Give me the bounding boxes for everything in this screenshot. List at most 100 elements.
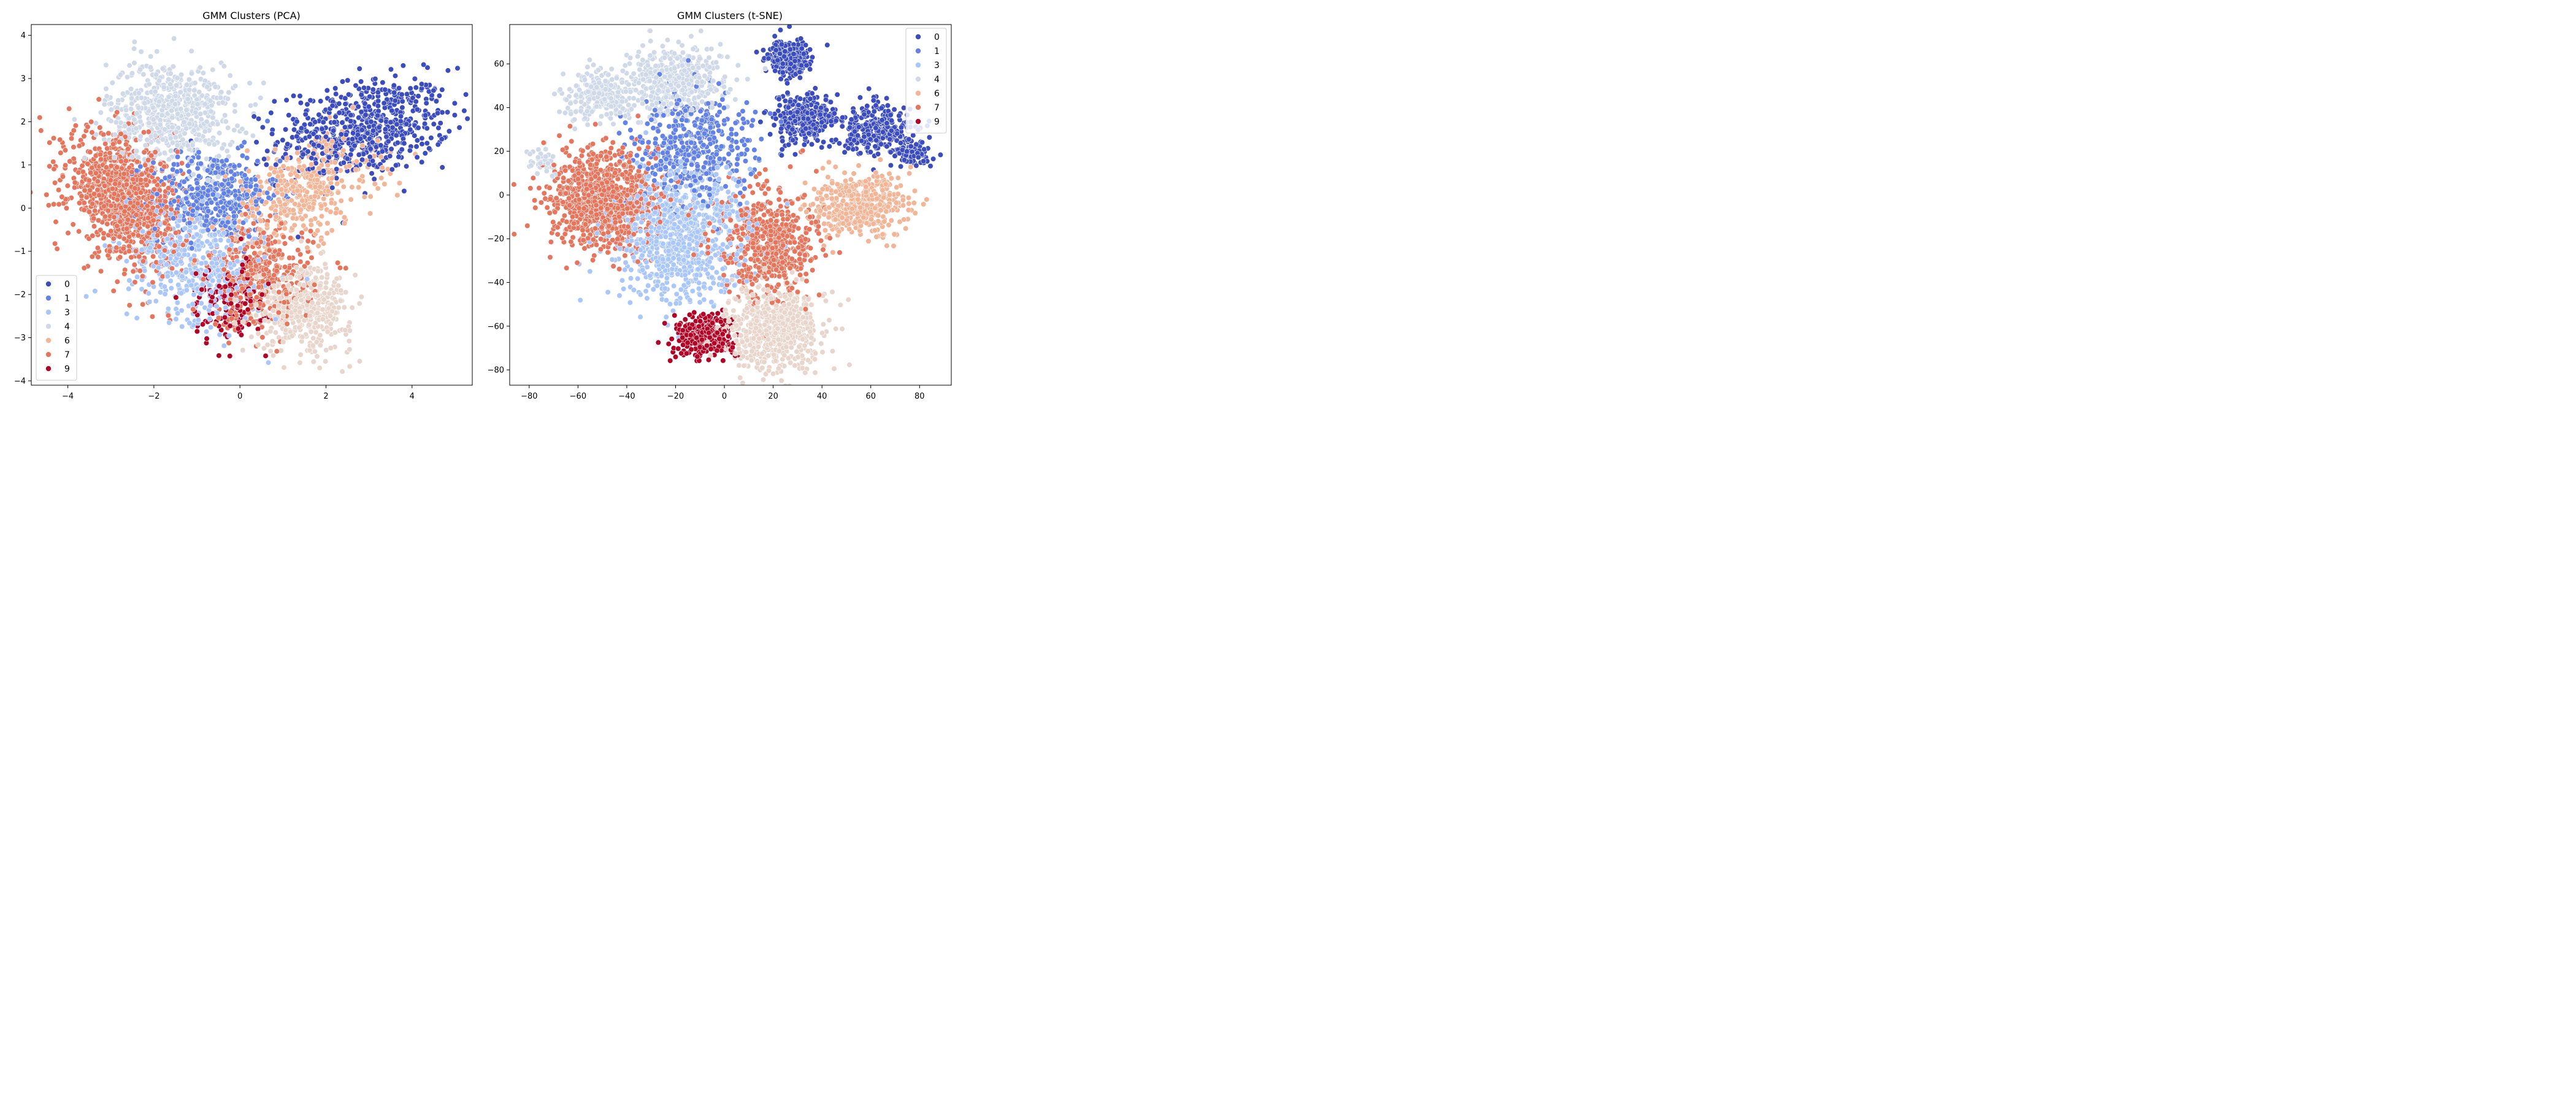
scatter-point (462, 91, 469, 98)
scatter-point (72, 123, 79, 129)
scatter-point (355, 184, 362, 191)
scatter-point (210, 120, 216, 126)
scatter-point (246, 168, 252, 174)
scatter-point (158, 259, 164, 265)
scatter-point (270, 288, 277, 295)
scatter-point (138, 177, 144, 183)
scatter-point (134, 159, 140, 165)
scatter-point (203, 268, 210, 274)
scatter-point (316, 112, 322, 118)
scatter-point (215, 315, 221, 321)
scatter-point (251, 250, 258, 256)
scatter-point (263, 266, 269, 272)
scatter-point (135, 232, 141, 239)
scatter-point (394, 121, 400, 128)
scatter-point (340, 147, 347, 153)
scatter-point (71, 128, 77, 134)
scatter-point (134, 274, 140, 280)
scatter-point (185, 163, 191, 169)
scatter-point (296, 324, 302, 331)
scatter-point (277, 199, 283, 205)
scatter-point (329, 102, 335, 109)
scatter-point (314, 134, 320, 140)
scatter-point (188, 240, 194, 246)
scatter-point (203, 218, 209, 224)
scatter-point (211, 141, 218, 147)
scatter-point (145, 129, 151, 135)
scatter-point (349, 184, 355, 190)
scatter-point (240, 220, 247, 226)
pca-points (31, 36, 470, 375)
scatter-point (275, 310, 282, 316)
scatter-point (146, 230, 152, 236)
scatter-point (98, 268, 104, 274)
scatter-point (223, 157, 229, 163)
scatter-point (165, 225, 171, 232)
scatter-point (196, 132, 202, 138)
scatter-point (435, 125, 442, 131)
scatter-point (329, 138, 335, 145)
scatter-point (239, 126, 245, 132)
scatter-point (314, 310, 321, 316)
scatter-point (220, 170, 226, 176)
scatter-point (98, 109, 104, 116)
scatter-point (297, 100, 304, 106)
scatter-point (239, 285, 245, 292)
scatter-point (407, 126, 413, 132)
scatter-point (285, 166, 291, 172)
scatter-point (170, 140, 176, 146)
scatter-point (105, 208, 111, 214)
scatter-point (216, 153, 222, 159)
scatter-point (111, 214, 117, 220)
scatter-point (227, 323, 233, 329)
scatter-point (31, 190, 34, 196)
scatter-point (323, 285, 329, 291)
scatter-point (420, 61, 427, 67)
scatter-point (130, 268, 136, 275)
scatter-point (165, 305, 172, 312)
scatter-point (394, 192, 401, 198)
scatter-point (739, 125, 745, 131)
scatter-point (266, 359, 272, 366)
scatter-point (404, 121, 410, 127)
scatter-point (243, 204, 250, 210)
scatter-point (232, 297, 239, 304)
scatter-point (175, 111, 181, 117)
scatter-point (189, 245, 195, 251)
scatter-point (297, 207, 304, 213)
scatter-point (242, 301, 248, 307)
scatter-point (296, 274, 302, 280)
scatter-point (343, 265, 349, 271)
x-tick-label: −2 (148, 392, 159, 401)
scatter-point (91, 223, 98, 229)
scatter-point (423, 100, 429, 106)
scatter-point (267, 312, 274, 318)
y-tick-label: 0 (21, 204, 26, 213)
scatter-point (271, 169, 278, 175)
scatter-point (221, 343, 227, 349)
scatter-point (142, 162, 148, 168)
scatter-point (129, 95, 135, 101)
scatter-point (249, 205, 255, 212)
scatter-point (194, 231, 200, 238)
scatter-point (76, 143, 82, 149)
scatter-point (108, 228, 114, 234)
scatter-point (51, 166, 57, 172)
scatter-point (204, 239, 210, 245)
scatter-point (419, 135, 425, 141)
scatter-point (359, 156, 366, 163)
scatter-point (404, 91, 410, 98)
scatter-point (273, 161, 279, 168)
scatter-point (150, 217, 156, 223)
scatter-point (280, 163, 286, 169)
scatter-point (134, 201, 141, 207)
scatter-point (419, 159, 425, 165)
scatter-point (229, 315, 235, 321)
scatter-point (348, 112, 354, 118)
scatter-point (369, 171, 375, 177)
scatter-point (62, 163, 69, 169)
scatter-point (379, 148, 386, 155)
scatter-point (323, 134, 329, 140)
scatter-point (89, 165, 95, 171)
scatter-point (300, 151, 306, 158)
